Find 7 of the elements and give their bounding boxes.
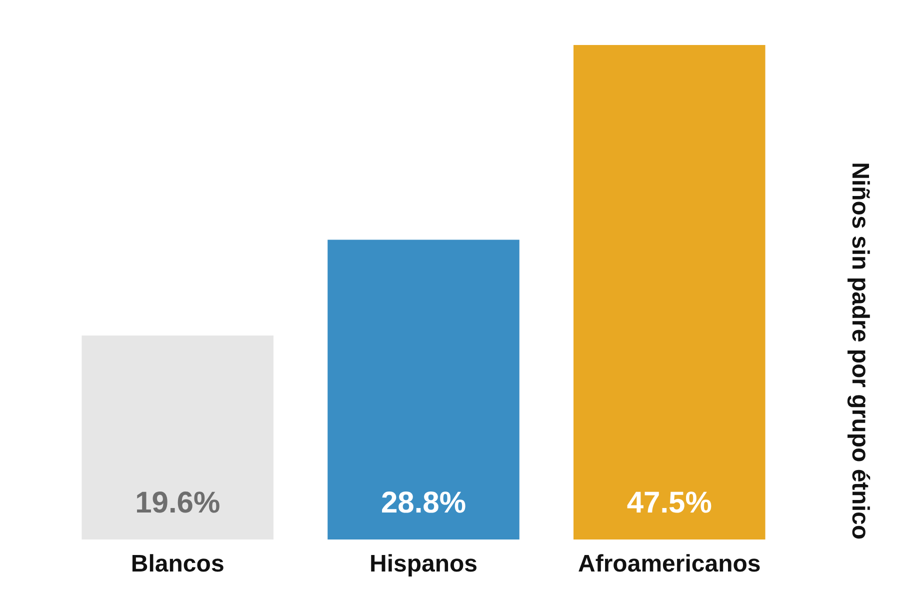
data-label: 28.8%: [380, 486, 466, 520]
x-tick-label: Hispanos: [369, 550, 478, 578]
text: Niños sin padre por grupo étnico: [846, 162, 874, 540]
data-label: 47.5%: [626, 486, 712, 520]
data-label: 19.6%: [135, 486, 220, 520]
x-tick-label: Afroamericanos: [578, 550, 761, 578]
x-tick-label: Blancos: [130, 550, 224, 578]
